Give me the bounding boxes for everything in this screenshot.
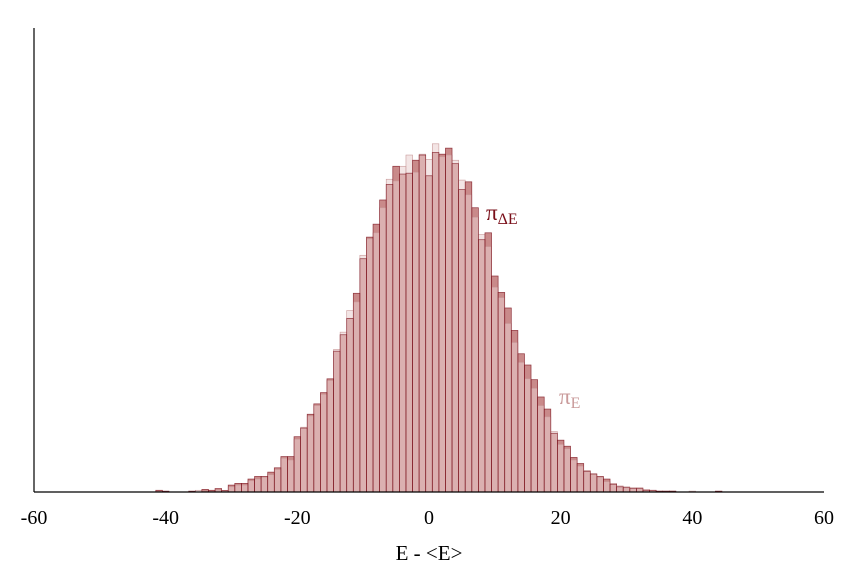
bar-pi-e: [589, 474, 598, 493]
bar-pi-e: [603, 481, 611, 493]
x-tick-label: 20: [551, 507, 571, 529]
bar-pi-e: [320, 394, 328, 493]
bar-pi-e: [550, 431, 558, 493]
bar-pi-e: [379, 207, 387, 493]
bar-pi-e: [293, 438, 301, 493]
series-label-pi-e-symbol: π: [559, 384, 571, 409]
bar-pi-e: [366, 238, 374, 493]
bar-pi-e: [326, 380, 334, 493]
bar-pi-e: [517, 362, 525, 493]
bar-pi-e: [530, 388, 538, 493]
bar-pi-e: [300, 426, 308, 493]
bar-pi-e: [491, 286, 499, 493]
bar-pi-e: [557, 444, 565, 493]
bar-pi-delta-e: [208, 490, 216, 492]
bar-pi-e: [392, 180, 400, 493]
bar-pi-e: [458, 179, 466, 493]
bar-pi-e: [583, 470, 591, 493]
bar-pi-e: [431, 143, 440, 493]
bar-pi-e: [412, 172, 420, 493]
bar-pi-e: [287, 459, 295, 493]
series-pi-delta-e-outline: [155, 147, 723, 493]
bar-pi-e: [247, 480, 255, 493]
x-tick-label: -20: [284, 507, 311, 529]
series-label-pi-e: πE: [559, 384, 580, 412]
bar-pi-e: [254, 478, 262, 493]
bar-pi-e: [537, 405, 545, 493]
bar-pi-e: [425, 159, 433, 493]
bar-pi-e: [405, 154, 413, 493]
bar-pi-e: [478, 234, 486, 493]
bar-pi-e: [306, 415, 315, 493]
x-tick-labels: -60 -40 -20 0 20 40 60: [21, 507, 834, 529]
bar-pi-e: [273, 469, 282, 493]
bar-pi-e: [570, 459, 578, 493]
bar-pi-e: [471, 216, 479, 493]
bar-pi-e: [576, 465, 585, 493]
bar-pi-e: [438, 156, 446, 493]
bar-pi-e: [445, 154, 453, 493]
x-tick-label: -40: [152, 507, 179, 529]
bar-pi-e: [339, 331, 348, 493]
bar-pi-e: [227, 486, 236, 493]
bar-pi-e: [609, 483, 617, 493]
bar-pi-e: [333, 349, 341, 493]
bar-pi-e: [372, 232, 380, 493]
bar-pi-e: [451, 159, 459, 493]
bar-pi-e: [267, 474, 275, 493]
x-tick-label: -60: [21, 507, 48, 529]
series-label-pi-delta-e: πΔE: [486, 200, 518, 228]
bar-pi-e: [399, 165, 407, 493]
bar-pi-e: [260, 477, 269, 493]
series-label-pi-e-subscript: E: [571, 395, 581, 412]
x-tick-label: 60: [814, 507, 834, 529]
bar-pi-e: [418, 153, 427, 493]
bar-pi-e: [313, 405, 321, 493]
bar-pi-e: [280, 458, 288, 493]
bar-pi-e: [504, 323, 512, 493]
series-label-pi-delta-e-symbol: π: [486, 200, 498, 225]
bar-pi-e: [385, 178, 394, 493]
bar-pi-e: [234, 484, 242, 493]
bar-pi-e: [497, 297, 506, 493]
bar-pi-e: [510, 342, 519, 493]
bar-pi-e: [596, 477, 604, 493]
bar-pi-e: [359, 254, 367, 493]
x-axis-title: E - <E>: [396, 541, 463, 565]
bar-pi-e: [464, 194, 473, 493]
bar-pi-delta-e: [155, 490, 163, 492]
x-tick-label: 0: [424, 507, 434, 529]
bar-pi-e: [563, 448, 571, 493]
bar-pi-e: [346, 310, 354, 493]
bar-pi-e: [484, 246, 492, 493]
bar-pi-e: [543, 416, 552, 493]
series-label-pi-delta-e-subscript: ΔE: [498, 211, 518, 228]
x-tick-label: 40: [682, 507, 702, 529]
bar-pi-e: [524, 378, 532, 493]
series-pi-e-bars: [194, 143, 696, 493]
bar-pi-e: [352, 301, 361, 493]
bar-pi-delta-e: [201, 489, 209, 492]
bar-pi-e: [241, 484, 249, 493]
